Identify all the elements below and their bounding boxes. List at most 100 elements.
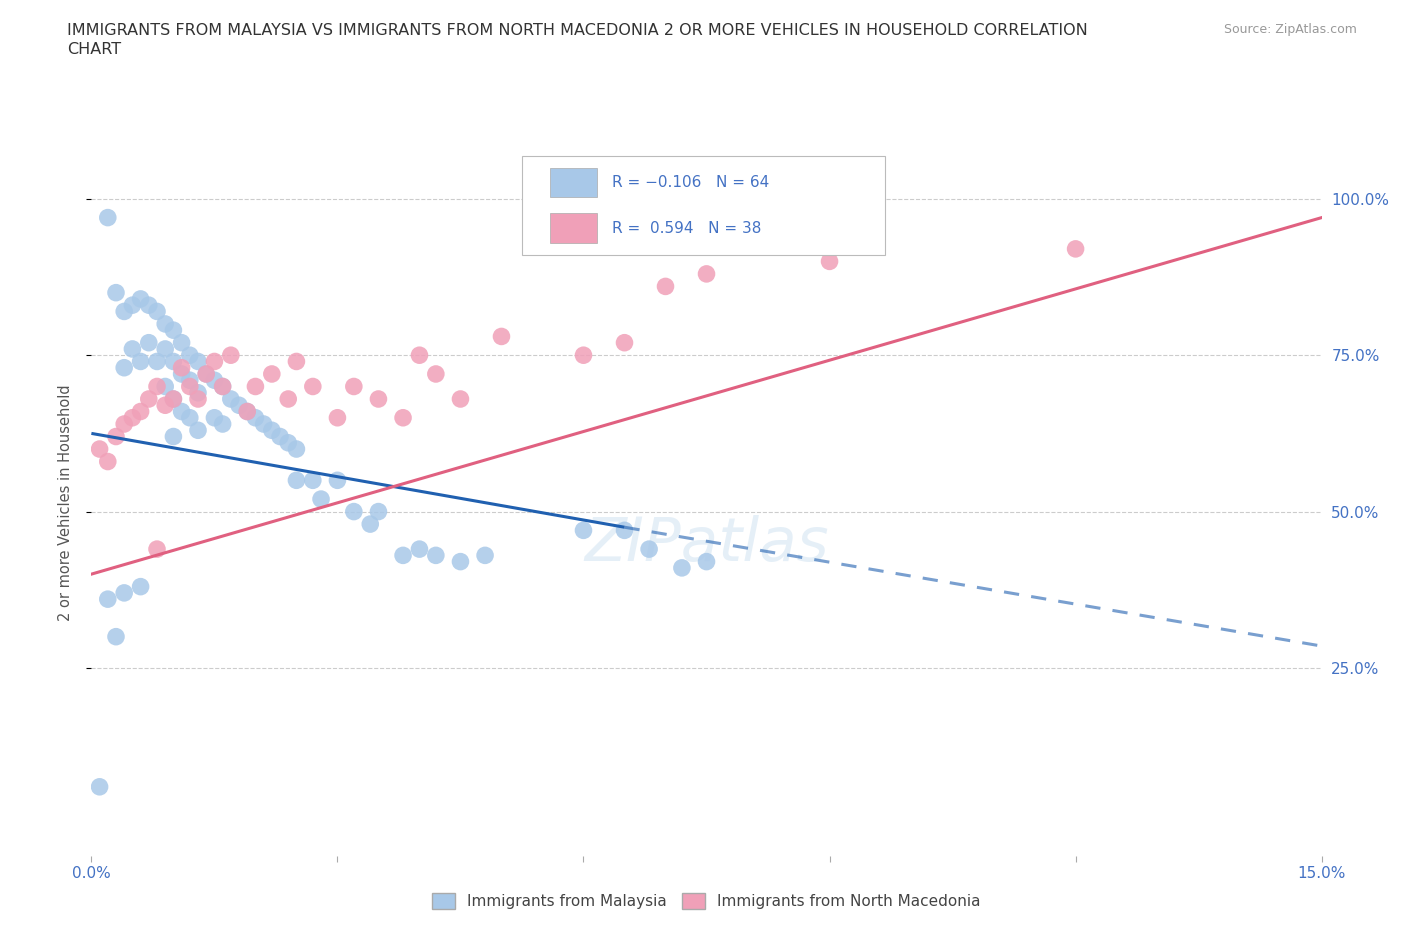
Text: ZIPatlas: ZIPatlas: [585, 515, 828, 574]
Point: [187, 385, 209, 400]
Point: [245, 410, 267, 425]
Point: [179, 348, 201, 363]
Point: [367, 392, 389, 406]
Legend: Immigrants from Malaysia, Immigrants from North Macedonia: Immigrants from Malaysia, Immigrants fro…: [426, 887, 987, 915]
Point: [202, 373, 225, 388]
Point: [245, 379, 267, 394]
Point: [285, 442, 308, 457]
FancyBboxPatch shape: [522, 156, 884, 255]
Point: [277, 435, 299, 450]
Point: [89, 442, 111, 457]
Bar: [550, 167, 598, 197]
Point: [671, 561, 693, 576]
Point: [146, 541, 169, 556]
Point: [695, 267, 717, 282]
Point: [146, 379, 169, 394]
Point: [260, 366, 283, 381]
Y-axis label: 2 or more Vehicles in Household: 2 or more Vehicles in Household: [58, 384, 73, 620]
Point: [121, 410, 143, 425]
Point: [187, 354, 209, 369]
Point: [170, 404, 193, 418]
Text: Source: ZipAtlas.com: Source: ZipAtlas.com: [1223, 23, 1357, 36]
Point: [195, 366, 218, 381]
Point: [195, 366, 218, 381]
Point: [162, 392, 184, 406]
Point: [491, 329, 513, 344]
Point: [474, 548, 496, 563]
Point: [121, 298, 143, 312]
Point: [572, 348, 595, 363]
Point: [695, 554, 717, 569]
Point: [343, 504, 366, 519]
Point: [572, 523, 595, 538]
Point: [211, 417, 233, 432]
Point: [425, 548, 447, 563]
Point: [219, 348, 242, 363]
Point: [138, 298, 160, 312]
Point: [97, 454, 120, 469]
Point: [269, 429, 291, 444]
Point: [236, 404, 259, 418]
Point: [129, 354, 152, 369]
Text: IMMIGRANTS FROM MALAYSIA VS IMMIGRANTS FROM NORTH MACEDONIA 2 OR MORE VEHICLES I: IMMIGRANTS FROM MALAYSIA VS IMMIGRANTS F…: [67, 23, 1088, 38]
Point: [121, 341, 143, 356]
Point: [179, 410, 201, 425]
Point: [112, 417, 135, 432]
Point: [613, 523, 636, 538]
Point: [170, 366, 193, 381]
Point: [359, 517, 381, 532]
Point: [408, 348, 430, 363]
Point: [253, 417, 276, 432]
Point: [202, 410, 225, 425]
Point: [211, 379, 233, 394]
Point: [449, 392, 471, 406]
Point: [202, 354, 225, 369]
Point: [112, 304, 135, 319]
Point: [162, 323, 184, 338]
Point: [392, 410, 415, 425]
Bar: [550, 214, 598, 243]
Point: [170, 335, 193, 350]
Point: [97, 591, 120, 606]
Point: [408, 541, 430, 556]
Point: [153, 316, 177, 331]
Point: [449, 554, 471, 569]
Point: [105, 630, 127, 644]
Point: [162, 354, 184, 369]
Point: [326, 472, 349, 487]
Point: [301, 379, 323, 394]
Point: [818, 254, 841, 269]
Point: [654, 279, 676, 294]
Text: R = −0.106   N = 64: R = −0.106 N = 64: [612, 175, 769, 190]
Point: [277, 392, 299, 406]
Point: [129, 404, 152, 418]
Point: [112, 360, 135, 375]
Point: [129, 291, 152, 306]
Point: [187, 423, 209, 438]
Point: [179, 373, 201, 388]
Point: [187, 392, 209, 406]
Point: [613, 335, 636, 350]
Point: [425, 366, 447, 381]
Point: [138, 335, 160, 350]
Point: [326, 410, 349, 425]
Point: [219, 392, 242, 406]
Point: [129, 579, 152, 594]
Point: [1064, 242, 1087, 257]
Point: [138, 392, 160, 406]
Text: R =  0.594   N = 38: R = 0.594 N = 38: [612, 220, 761, 236]
Point: [105, 286, 127, 300]
Point: [638, 541, 661, 556]
Point: [170, 360, 193, 375]
Point: [228, 398, 250, 413]
Point: [260, 423, 283, 438]
Point: [285, 472, 308, 487]
Point: [343, 379, 366, 394]
Point: [153, 379, 177, 394]
Point: [179, 379, 201, 394]
Point: [285, 354, 308, 369]
Point: [153, 398, 177, 413]
Point: [211, 379, 233, 394]
Point: [301, 472, 323, 487]
Point: [97, 210, 120, 225]
